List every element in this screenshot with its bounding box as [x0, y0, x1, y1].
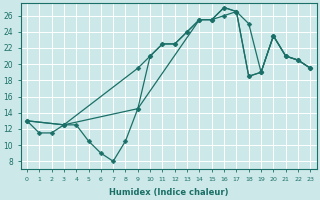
X-axis label: Humidex (Indice chaleur): Humidex (Indice chaleur)	[109, 188, 228, 197]
